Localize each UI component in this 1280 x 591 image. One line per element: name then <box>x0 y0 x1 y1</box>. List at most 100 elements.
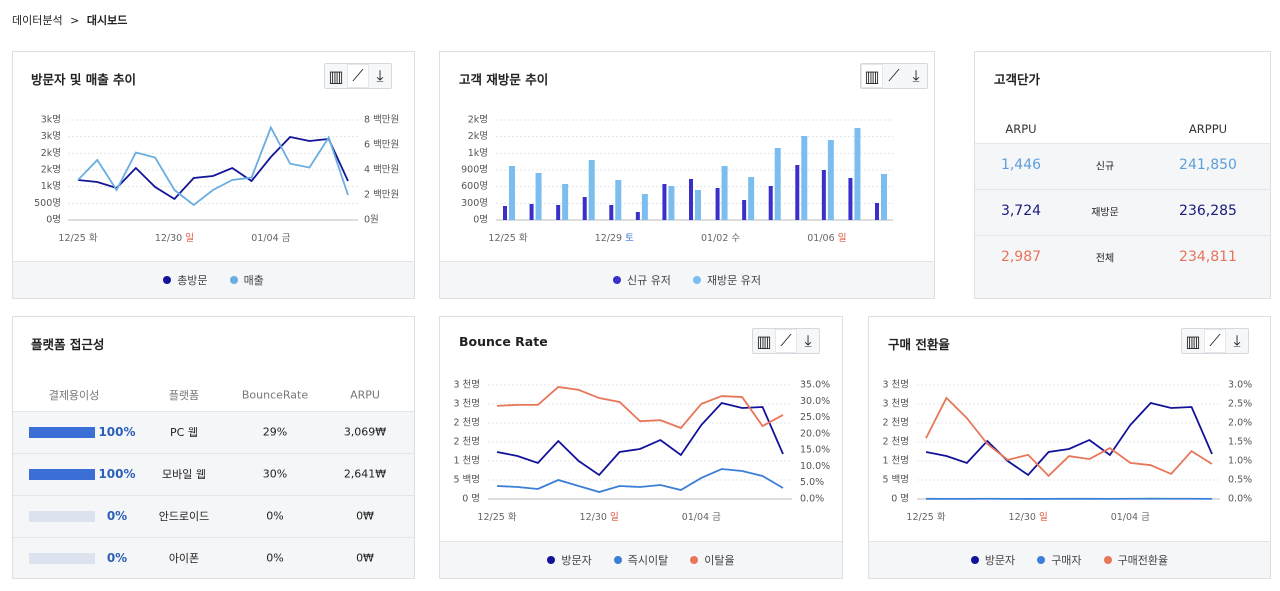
line-icon[interactable]: ⟋ <box>775 329 797 353</box>
row-divider <box>13 495 414 496</box>
row-label: 재방문 <box>1091 207 1119 219</box>
column-header: 결제용이성 <box>48 389 100 402</box>
legend: 방문자 즉시이탈 이탈율 <box>440 541 842 578</box>
bar-icon[interactable]: ▥ <box>861 64 883 88</box>
legend-swatch <box>163 276 172 284</box>
line-icon[interactable]: ⟋ <box>347 64 369 88</box>
card-title: 플랫폼 접근성 <box>31 337 105 352</box>
arppu-value: 241,850 <box>1179 157 1237 173</box>
legend-item: 구매전환율 <box>1103 552 1169 568</box>
toolbar: ▥ ⟋ ⤓ <box>324 63 392 89</box>
column-header: 플랫폼 <box>168 389 200 402</box>
progress-bar <box>29 469 95 480</box>
row-divider <box>975 189 1270 190</box>
legend-swatch <box>1103 556 1112 564</box>
line-icon[interactable]: ⟋ <box>888 66 900 85</box>
card-title: 고객단가 <box>994 72 1041 87</box>
legend-item: 매출 <box>229 272 264 288</box>
progress-track <box>29 553 95 564</box>
legend-label: 방문자 <box>984 554 1016 567</box>
column-header: BounceRate <box>241 388 309 402</box>
legend-swatch <box>970 556 979 564</box>
card-title: 구매 전환율 <box>888 337 950 352</box>
arpu-value: 2,987 <box>1000 249 1042 265</box>
arpu: 0₩ <box>356 509 374 523</box>
download-icon[interactable]: ⤓ <box>376 66 384 85</box>
column-header: ARPU <box>1005 122 1037 136</box>
card: 고객 재방문 추이 ▥ ⟋ ⤓ 신규 유저 재방문 유저 <box>439 51 935 299</box>
legend-item: 재방문 유저 <box>692 272 762 288</box>
platform-name: 모바일 웹 <box>162 468 206 481</box>
progress-track <box>29 469 95 480</box>
legend-label: 구매자 <box>1051 554 1082 567</box>
legend: 총방문 매출 <box>13 261 414 298</box>
arpu: 0₩ <box>356 551 374 565</box>
card: 플랫폼 접근성 결제용이성 플랫폼 BounceRate ARPU 100% PC 웹 29… <box>12 316 415 579</box>
legend-label: 재방문 유저 <box>706 274 762 287</box>
bar-icon[interactable]: ▥ <box>328 66 344 86</box>
arpu-value: 1,446 <box>1000 157 1042 173</box>
toolbar: ▥ ⟋ ⤓ <box>1181 328 1249 354</box>
download-icon[interactable]: ⤓ <box>804 331 812 350</box>
ease-label: 0% <box>106 509 128 523</box>
legend-swatch <box>690 556 699 564</box>
breadcrumb-parent[interactable]: 데이터분석 <box>12 14 63 27</box>
ease-label: 100% <box>98 467 136 481</box>
legend-label: 이탈율 <box>704 554 735 567</box>
row-label: 신규 <box>1095 161 1115 173</box>
legend-item: 구매자 <box>1037 552 1082 568</box>
progress-bar <box>29 427 95 438</box>
legend-label: 신규 유저 <box>626 274 671 287</box>
arppu-value: 236,285 <box>1179 203 1237 219</box>
bounce-rate: 0% <box>266 509 284 523</box>
legend: 방문자 구매자 구매전환율 <box>869 541 1270 578</box>
card-title: 방문자 및 매출 추이 <box>31 72 137 87</box>
legend-swatch <box>229 276 238 284</box>
bar-icon[interactable]: ▥ <box>756 331 772 351</box>
legend-item: 즉시이탈 <box>613 552 668 568</box>
legend-swatch <box>692 276 701 284</box>
legend-item: 이탈율 <box>690 552 735 568</box>
column-header: ARPPU <box>1188 122 1228 136</box>
arpu: 3,069₩ <box>343 425 387 439</box>
legend-item: 방문자 <box>547 552 592 568</box>
ease-label: 0% <box>106 551 128 565</box>
row-divider <box>13 453 414 454</box>
platform-name: 아이폰 <box>168 552 200 565</box>
legend-item: 신규 유저 <box>612 272 671 288</box>
legend-swatch <box>613 556 622 564</box>
row-divider <box>13 537 414 538</box>
table-body <box>13 411 414 578</box>
platform-name: 안드로이드 <box>158 510 210 523</box>
progress-track <box>29 427 95 438</box>
card: 고객단가 ARPU ARPPU 1,446 신규 241,850 3,724 재방문 236,… <box>974 51 1271 299</box>
download-icon[interactable]: ⤓ <box>1233 331 1241 350</box>
bounce-rate: 0% <box>266 551 284 565</box>
breadcrumb-separator: > <box>70 14 80 27</box>
card-title: 고객 재방문 추이 <box>459 72 549 87</box>
download-icon[interactable]: ⤓ <box>912 66 920 85</box>
arppu-value: 234,811 <box>1179 249 1237 265</box>
legend-label: 구매전환율 <box>1117 554 1169 567</box>
bar-icon[interactable]: ▥ <box>1185 331 1201 351</box>
legend-swatch <box>1037 556 1046 564</box>
arpu-value: 3,724 <box>1000 203 1042 219</box>
row-label: 전체 <box>1095 253 1115 265</box>
bounce-rate: 29% <box>262 425 288 439</box>
legend: 신규 유저 재방문 유저 <box>440 261 934 298</box>
card: 구매 전환율 ▥ ⟋ ⤓ 방문자 구매자 구매전환율 <box>868 316 1271 579</box>
breadcrumb: 데이터분석 > 대시보드 <box>12 12 127 28</box>
row-divider <box>975 235 1270 236</box>
legend-label: 방문자 <box>561 554 592 567</box>
bounce-rate: 30% <box>262 467 288 481</box>
legend-item: 방문자 <box>970 552 1016 568</box>
legend-item: 총방문 <box>163 272 208 288</box>
ease-label: 100% <box>98 425 136 439</box>
legend-swatch <box>612 276 621 284</box>
arpu: 2,641₩ <box>343 467 387 481</box>
legend-swatch <box>547 556 556 564</box>
table-body <box>975 143 1270 298</box>
line-icon[interactable]: ⟋ <box>1204 329 1226 353</box>
platform-name: PC 웹 <box>170 426 198 439</box>
